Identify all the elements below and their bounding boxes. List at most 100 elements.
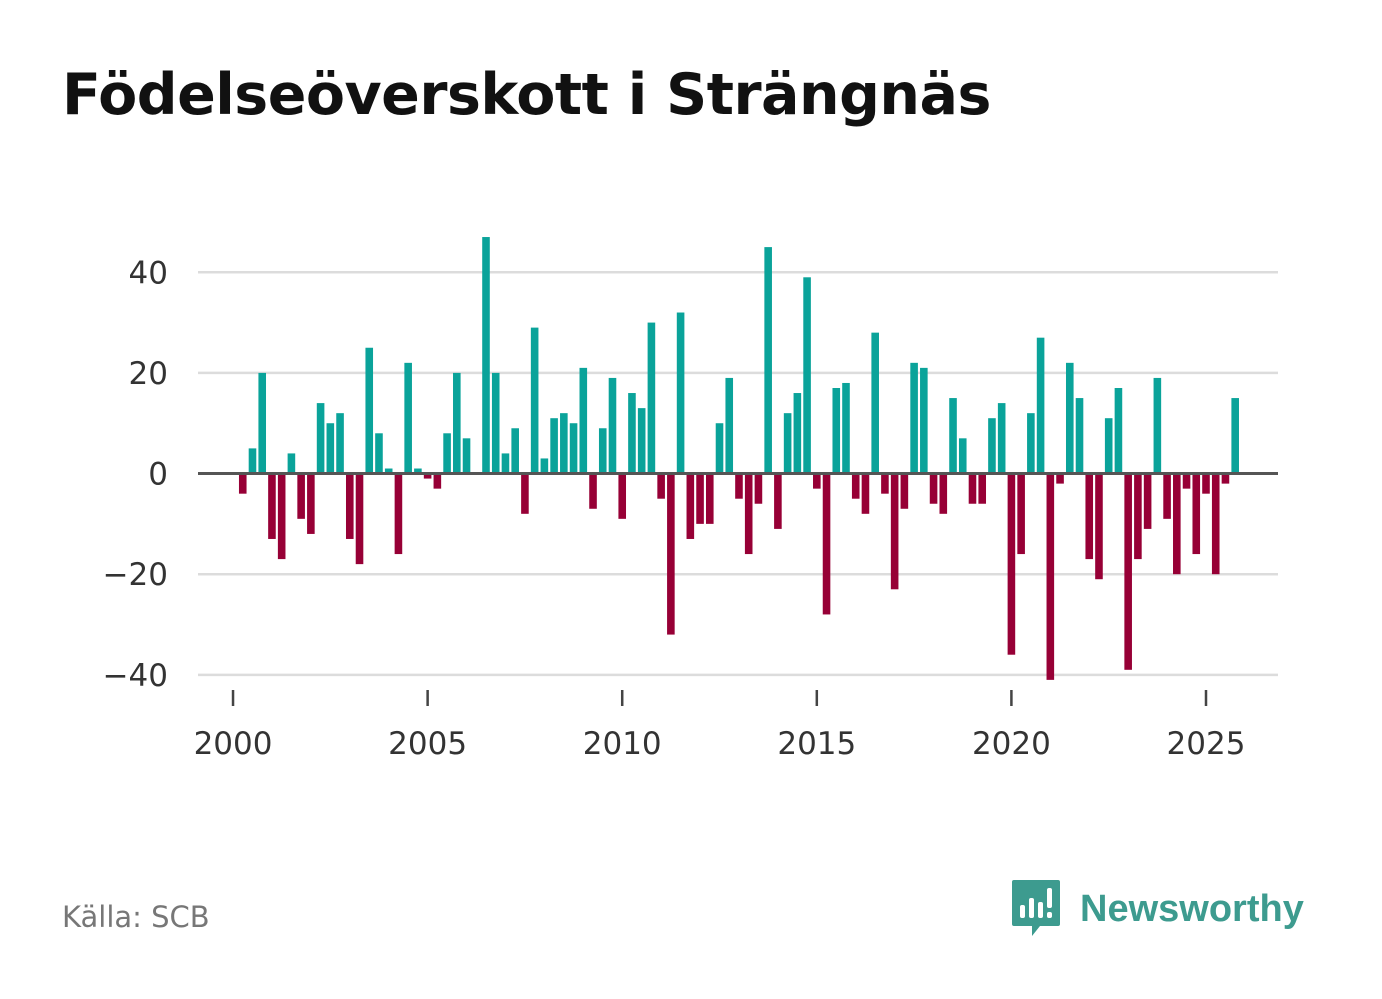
bar [822,473,831,615]
bar [268,473,276,539]
bar [501,453,510,474]
bar [462,438,471,474]
bar [939,473,948,514]
bar [793,393,802,474]
bar [647,322,656,474]
bar [1036,337,1045,474]
bar [433,473,442,489]
bar [1095,473,1103,580]
y-tick-label: 20 [129,356,168,392]
bar [871,332,879,474]
bar [316,403,325,474]
bar [803,277,811,474]
bar [813,473,821,489]
bar [1163,473,1171,519]
bar [861,473,870,514]
bar [929,473,938,504]
bar [530,327,539,474]
y-tick-label: 40 [129,255,168,291]
bar [258,372,267,474]
bar [1221,473,1230,484]
x-tick-label: 2025 [1167,726,1246,762]
bar [453,372,461,474]
bar [696,473,704,524]
bar [550,418,558,474]
bar [1134,473,1142,560]
bar [764,247,772,474]
bar [1114,388,1123,474]
bar [628,393,636,474]
bars [238,237,1239,680]
bar [920,367,928,474]
bar [968,473,977,504]
bar [521,473,529,514]
bar [676,312,685,474]
bar [482,237,490,474]
bar [657,473,665,499]
bar [832,388,841,474]
bar [997,403,1006,474]
bar [958,438,967,474]
bar [949,398,957,474]
bar [345,473,354,539]
bar [326,423,335,474]
bar [491,372,500,474]
y-tick-label: −40 [103,658,168,694]
bar [1153,377,1162,474]
source-label: Källa: SCB [62,900,210,934]
bar [988,418,996,474]
bar [287,453,296,474]
bar [978,473,987,504]
bar [579,367,588,474]
bar [1104,418,1113,474]
bar [890,473,899,590]
bar [1075,398,1084,474]
newsworthy-logo-icon [1012,880,1060,936]
x-tick-label: 2005 [388,726,467,762]
bar [715,423,724,474]
bar [336,413,344,474]
bar [1211,473,1220,575]
bar [1007,473,1016,655]
x-tick-label: 2020 [972,726,1051,762]
bar [774,473,782,529]
bar [569,423,578,474]
bar [705,473,714,524]
bar [754,473,763,504]
brand-logo[interactable]: Newsworthy [1010,878,1304,940]
bar [783,413,792,474]
bar [394,473,403,555]
bar [735,473,743,499]
y-axis: 40 20 0 −20 −40 [103,255,168,694]
bar [900,473,909,509]
bar [560,413,568,474]
bar [443,433,451,474]
bar [414,468,422,474]
x-tick-label: 2010 [583,726,662,762]
bar [1173,473,1181,575]
bar [910,362,918,474]
bar [1143,473,1152,529]
bar [1124,473,1132,670]
y-tick-label: 0 [148,457,168,493]
brand-name: Newsworthy [1080,887,1304,930]
bar [1017,473,1025,555]
y-tick-label: −20 [103,557,168,593]
bar [725,377,734,474]
bar [540,458,549,474]
bar [1046,473,1055,680]
bar [277,473,286,560]
bar [842,382,850,474]
bar [511,428,519,474]
bar [637,408,646,474]
bar-chart: 40 20 0 −20 −40 2000 2005 2010 2015 2020 2025 [103,237,1278,762]
bar [297,473,305,519]
bar [238,473,247,494]
bar [1182,473,1191,489]
bar [365,347,374,474]
bar [851,473,860,499]
x-axis: 2000 2005 2010 2015 2020 2025 [194,690,1246,762]
bar [355,473,364,565]
bar [404,362,412,474]
bar [1202,473,1210,494]
